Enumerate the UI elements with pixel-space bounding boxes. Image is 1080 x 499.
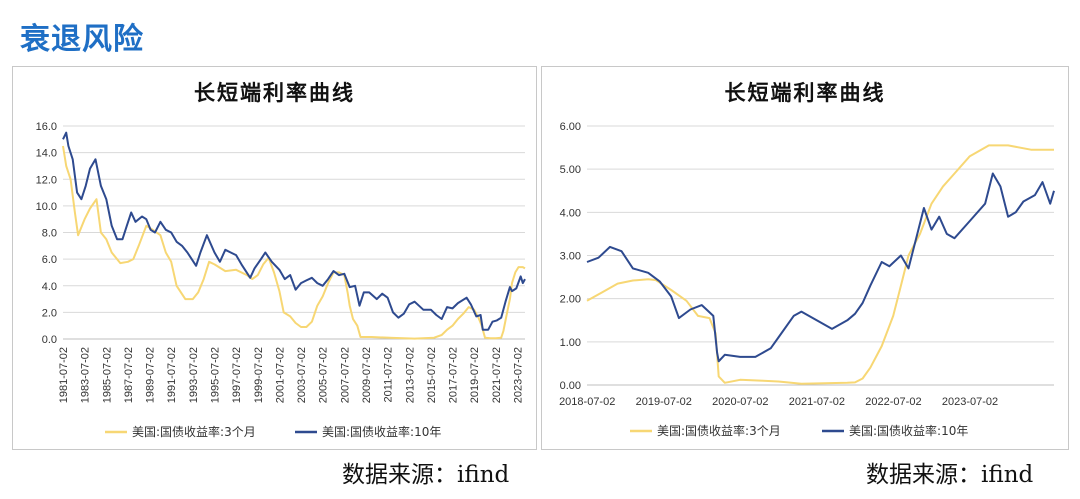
y-tick-label: 0.0 <box>42 334 57 346</box>
x-tick-label: 1987-07-02 <box>123 347 135 403</box>
chart-panel-long-history: 长短端利率曲线 0.0 2.0 4.0 6.0 8.0 10.0 12.0 14.0 16.0 1… <box>12 66 537 450</box>
y-tick-label: 1.00 <box>560 337 581 349</box>
y-tick-label: 4.00 <box>560 207 581 219</box>
x-tick-label: 2005-07-02 <box>318 347 330 403</box>
x-tick-label: 1995-07-02 <box>210 347 222 403</box>
legend-label: 美国:国债收益率:10年 <box>849 423 968 438</box>
series-line-3m <box>62 145 526 340</box>
x-tick-label: 2021-07-02 <box>491 347 503 403</box>
x-tick-label: 2011-07-02 <box>383 347 395 402</box>
data-source-note: 数据来源：ifind <box>866 462 1034 488</box>
x-tick-label: 2018-07-02 <box>559 396 615 408</box>
line-chart-2018-2024: 0.00 1.00 2.00 3.00 4.00 5.00 6.00 2018-07-02 20… <box>559 121 1055 438</box>
series-line-10y <box>62 131 526 331</box>
series-line-10y <box>586 172 1055 363</box>
x-tick-label: 2019-07-02 <box>636 396 692 408</box>
y-tick-label: 5.00 <box>560 164 581 176</box>
x-tick-label: 2020-07-02 <box>712 396 768 408</box>
y-tick-label: 2.0 <box>42 307 57 319</box>
y-tick-label: 8.0 <box>42 228 57 240</box>
y-tick-label: 12.0 <box>36 174 57 186</box>
y-tick-label: 4.0 <box>42 281 57 293</box>
x-tick-label: 2022-07-02 <box>865 396 921 408</box>
x-tick-label: 1997-07-02 <box>231 347 243 403</box>
page-title: 衰退风险 <box>20 22 144 57</box>
x-tick-label: 1983-07-02 <box>80 347 92 403</box>
x-tick-label: 2015-07-02 <box>426 347 438 403</box>
x-tick-label: 2023-07-02 <box>512 347 524 403</box>
x-tick-label: 1991-07-02 <box>166 347 178 403</box>
y-tick-label: 6.00 <box>560 121 581 133</box>
chart-panel-recent: 长短端利率曲线 0.00 1.00 2.00 3.00 4.00 5.00 6.00 2018… <box>541 66 1069 450</box>
x-tick-label: 1993-07-02 <box>188 347 200 403</box>
y-tick-label: 16.0 <box>36 121 57 133</box>
x-tick-label: 2001-07-02 <box>274 347 286 403</box>
x-tick-label: 2021-07-02 <box>789 396 845 408</box>
x-tick-label: 2013-07-02 <box>404 347 416 403</box>
x-tick-label: 2007-07-02 <box>339 347 351 403</box>
x-tick-label: 1999-07-02 <box>253 347 265 403</box>
line-chart-1981-2024: 0.0 2.0 4.0 6.0 8.0 10.0 12.0 14.0 16.0 1981-07-0… <box>36 121 526 439</box>
legend-label: 美国:国债收益率:3个月 <box>657 423 781 438</box>
legend-label: 美国:国债收益率:10年 <box>322 424 441 439</box>
y-tick-label: 3.00 <box>560 251 581 263</box>
legend-label: 美国:国债收益率:3个月 <box>132 424 256 439</box>
chart-title: 长短端利率曲线 <box>724 81 886 105</box>
y-tick-label: 0.00 <box>560 380 581 392</box>
x-tick-label: 2023-07-02 <box>942 396 998 408</box>
x-tick-label: 1989-07-02 <box>145 347 157 403</box>
y-tick-label: 2.00 <box>560 294 581 306</box>
y-tick-label: 6.0 <box>42 254 57 266</box>
x-tick-label: 2019-07-02 <box>469 347 481 403</box>
x-tick-label: 2009-07-02 <box>361 347 373 403</box>
data-source-note: 数据来源：ifind <box>342 462 510 488</box>
y-tick-label: 14.0 <box>36 148 57 160</box>
x-tick-label: 1981-07-02 <box>58 347 70 403</box>
x-tick-label: 2017-07-02 <box>448 347 460 403</box>
series-line-3m <box>586 144 1054 385</box>
x-tick-label: 1985-07-02 <box>101 347 113 403</box>
x-tick-label: 2003-07-02 <box>296 347 308 403</box>
y-tick-label: 10.0 <box>36 201 57 213</box>
chart-title: 长短端利率曲线 <box>194 81 355 105</box>
